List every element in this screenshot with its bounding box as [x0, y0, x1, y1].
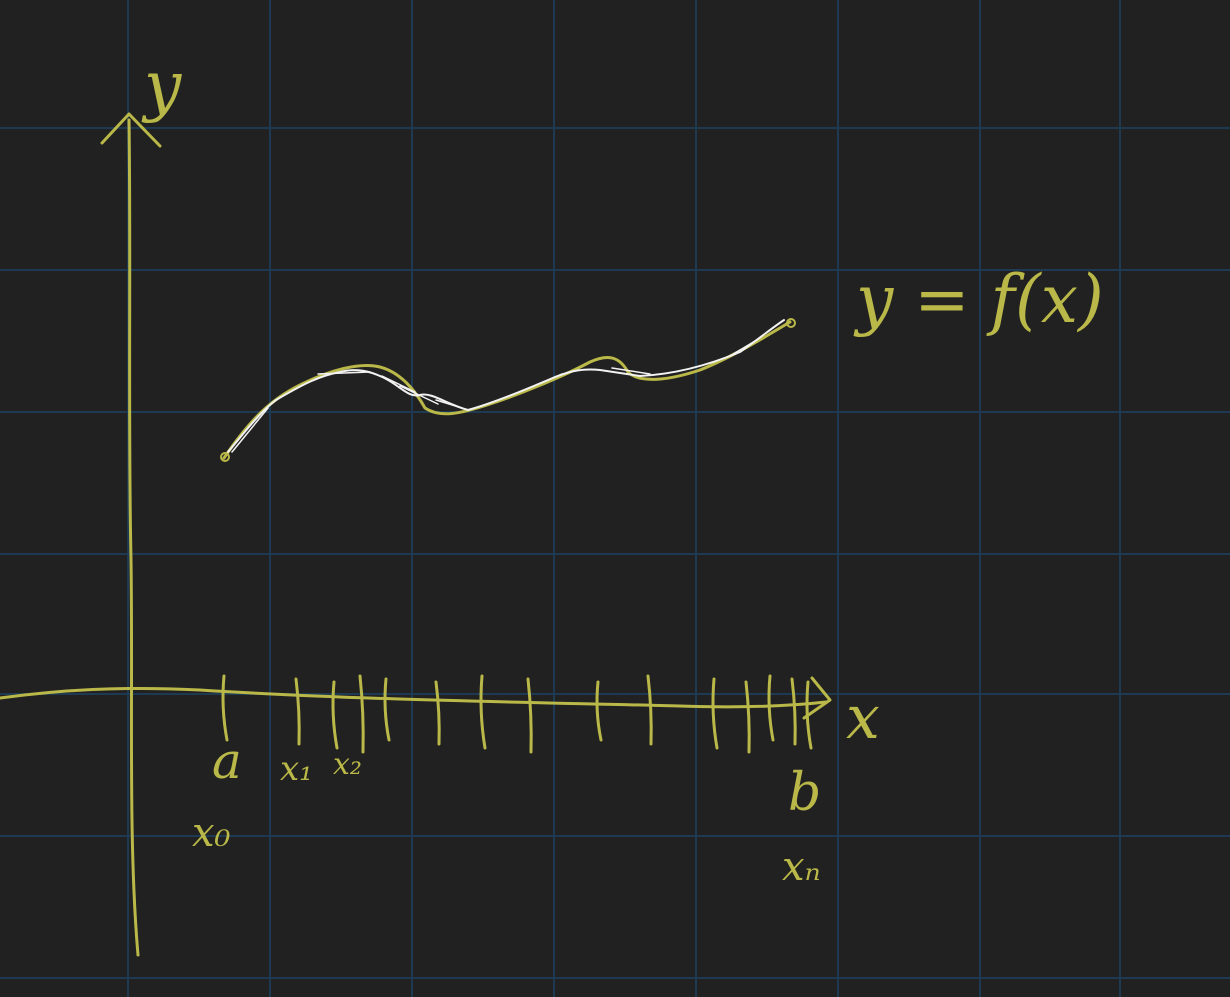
partition-tick — [434, 680, 441, 746]
partition-tick — [221, 674, 229, 742]
label-b: b — [788, 763, 821, 823]
partition-tick — [805, 680, 813, 750]
partition-tick — [595, 680, 603, 742]
label-x0: x₀ — [192, 810, 231, 856]
partition-tick — [646, 674, 653, 746]
axes — [0, 112, 832, 957]
x-axis-arrowhead — [802, 676, 832, 720]
partition-tick — [331, 680, 339, 750]
curve-ink — [222, 320, 792, 460]
y-axis-label: y — [141, 47, 182, 124]
function-curve — [220, 318, 796, 462]
partition-tick — [383, 677, 391, 742]
curve-trace — [227, 319, 785, 453]
partition-tick — [744, 680, 751, 754]
partition-tick — [294, 677, 301, 746]
partition-tick — [479, 674, 487, 750]
curve-start-point — [220, 452, 230, 462]
curve-trace-scribble — [231, 337, 761, 453]
curve-end-point — [786, 318, 796, 328]
function-label: y = f(x) — [853, 261, 1104, 338]
partition-tick — [790, 677, 797, 746]
x-axis-line — [0, 686, 828, 709]
partition-tick — [526, 677, 533, 754]
partition-tick — [711, 677, 719, 750]
partition-tick — [767, 674, 775, 742]
partition-ticks — [221, 674, 813, 754]
partition-tick — [358, 674, 365, 754]
label-x2: x₂ — [333, 747, 362, 782]
y-axis-arrowhead — [100, 112, 162, 148]
label-a: a — [212, 732, 242, 790]
label-x1: x₁ — [280, 749, 313, 789]
label-xn: xₙ — [782, 844, 821, 890]
x-axis-label: x — [846, 683, 880, 753]
y-axis-line — [127, 118, 140, 957]
